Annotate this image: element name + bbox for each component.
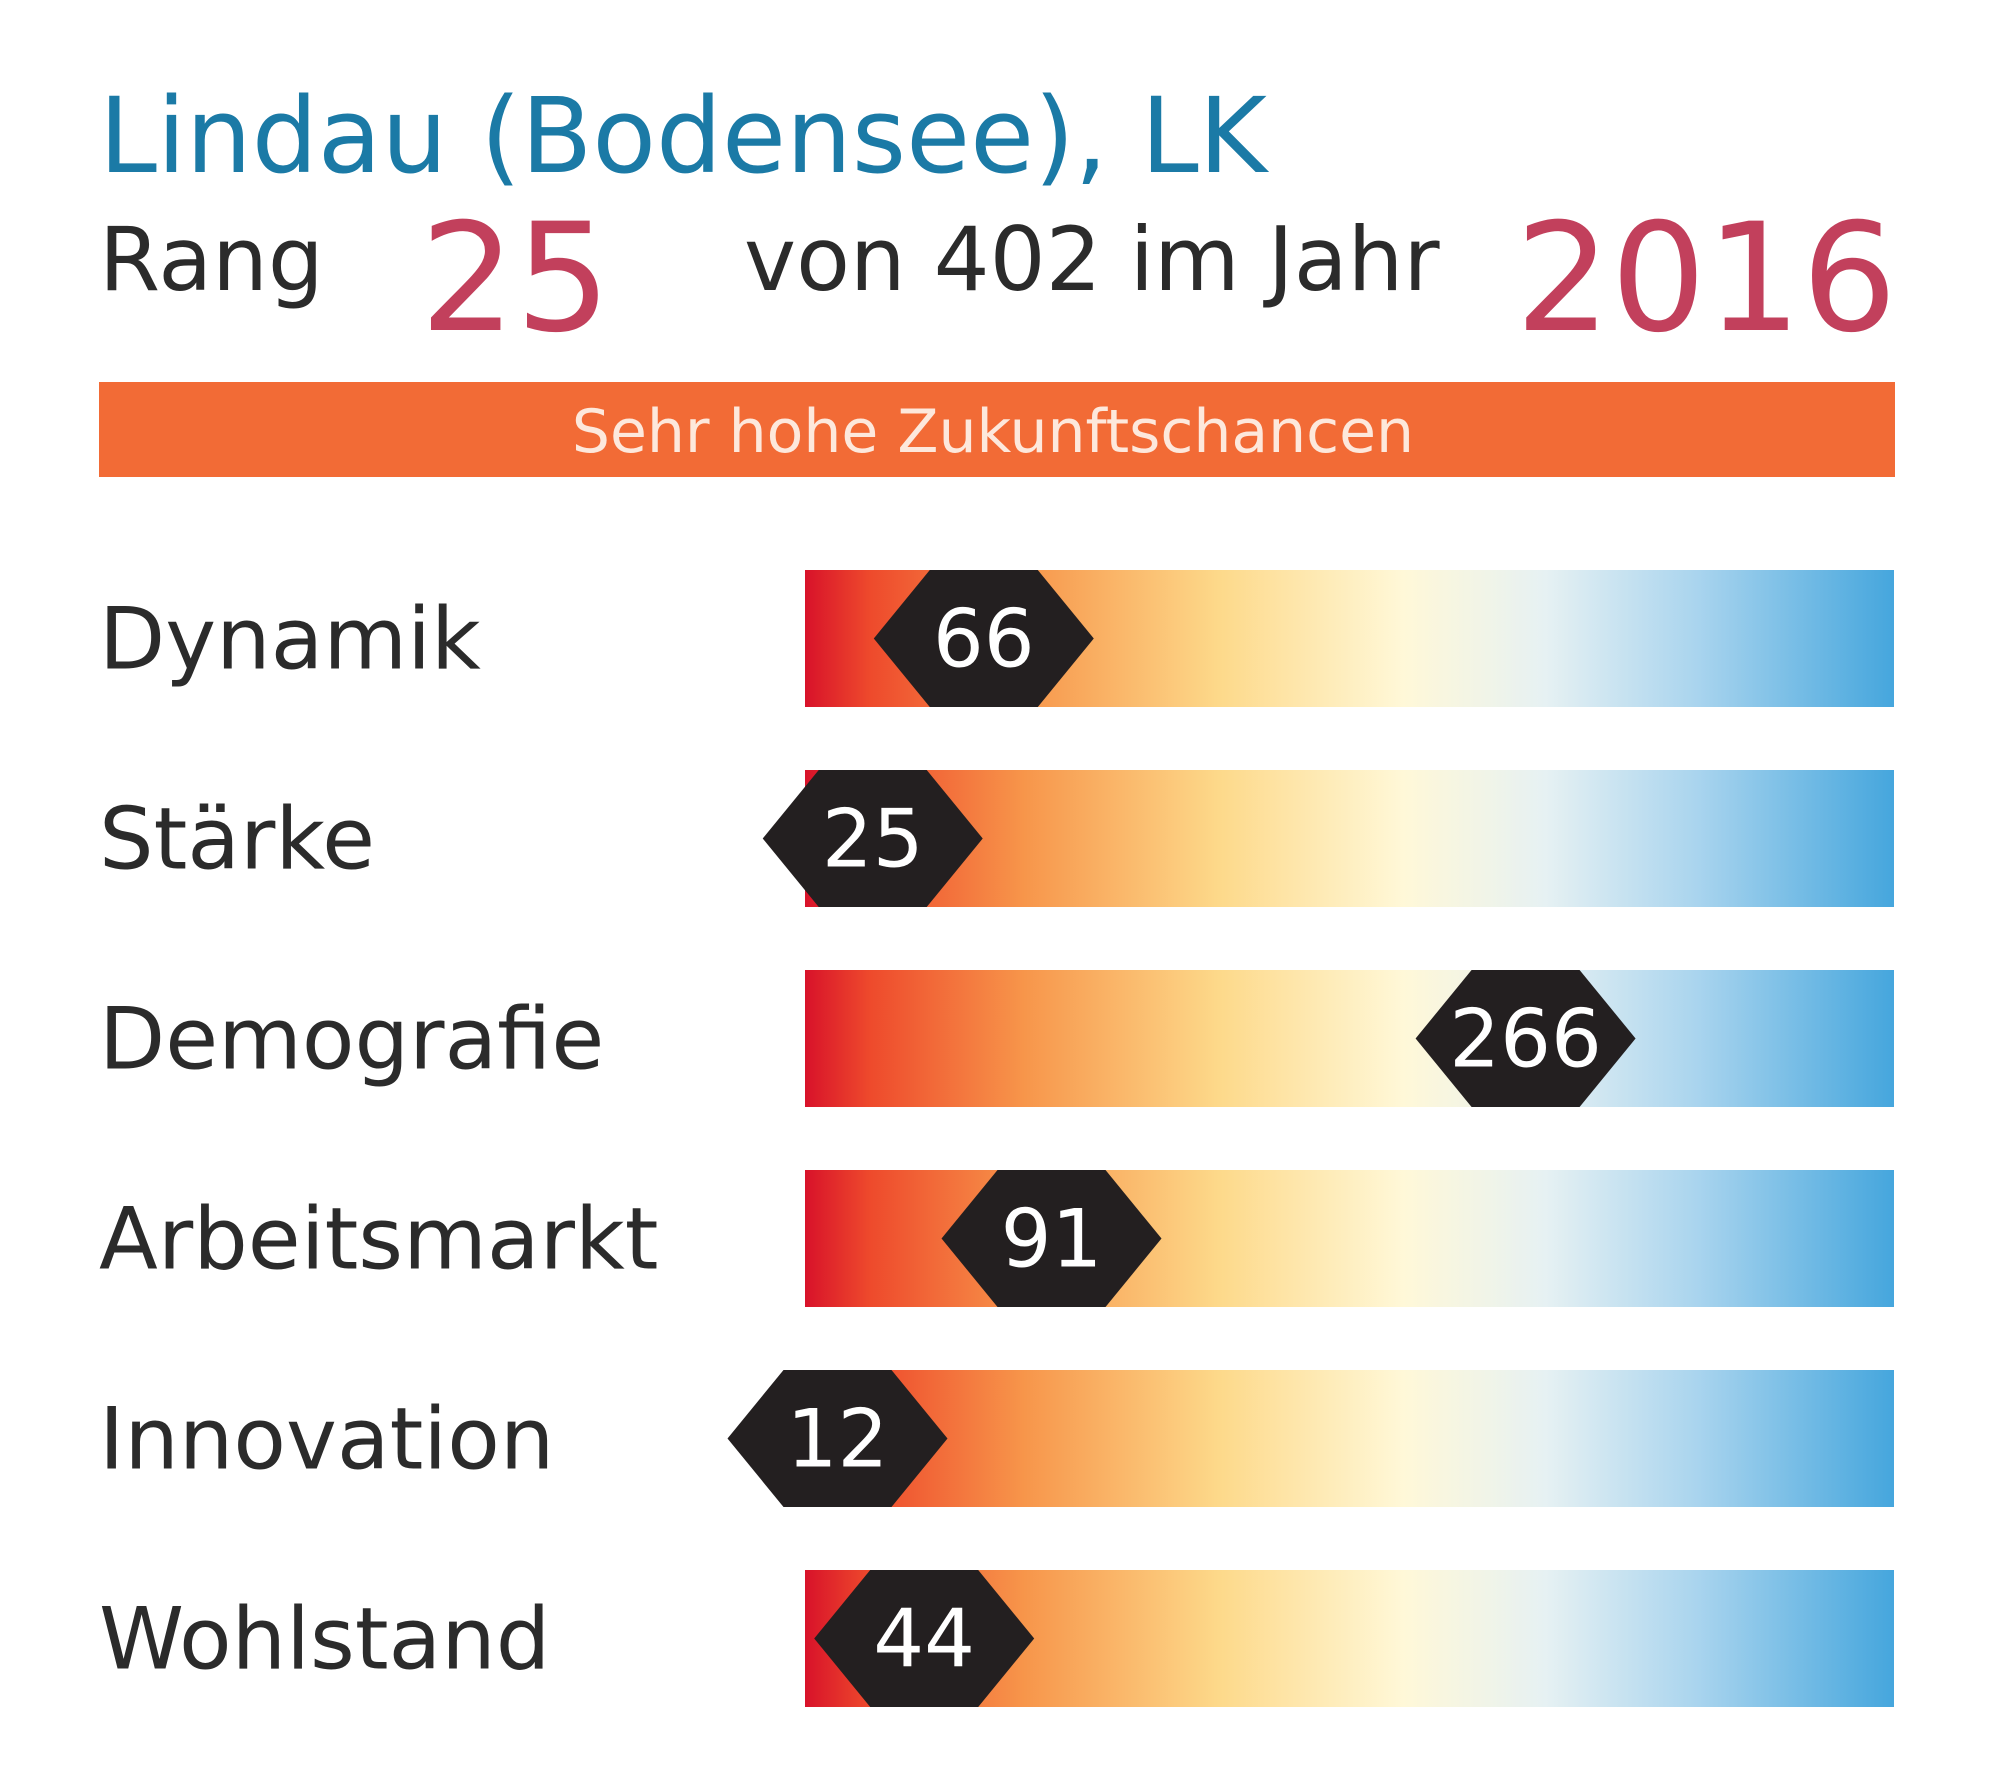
category-label: Arbeitsmarkt (99, 1190, 658, 1290)
category-label: Stärke (99, 790, 375, 890)
rank-marker (1415, 970, 1636, 1107)
rank-marker (727, 1370, 948, 1507)
gradient-bar (805, 970, 1894, 1107)
rank-marker-label: 12 (787, 1393, 889, 1486)
rank-marker (762, 770, 983, 907)
banner (99, 382, 1895, 477)
rank-marker (873, 570, 1094, 707)
rank-marker-label: 266 (1449, 993, 1602, 1086)
title: Lindau (Bodensee), LK (99, 75, 1270, 197)
category-label: Innovation (99, 1390, 554, 1490)
rank-label: Rang (99, 208, 324, 311)
banner-text: Sehr hohe Zukunftschancen (572, 397, 1414, 467)
year: 2016 (1515, 192, 1897, 366)
rank-value: 25 (420, 192, 611, 366)
rank-marker-label: 25 (822, 793, 924, 886)
gradient-bar (805, 770, 1894, 907)
rank-marker-label: 44 (873, 1593, 975, 1686)
rank-marker (941, 1170, 1162, 1307)
rank-marker-label: 66 (933, 593, 1035, 686)
rank-marker (814, 1570, 1035, 1707)
gradient-bar (805, 1370, 1894, 1507)
category-label: Wohlstand (99, 1590, 550, 1690)
category-label: Demografie (99, 990, 604, 1090)
rank-total: von 402 im Jahr (744, 208, 1440, 311)
rank-marker-label: 91 (1001, 1193, 1103, 1286)
category-label: Dynamik (99, 590, 481, 690)
